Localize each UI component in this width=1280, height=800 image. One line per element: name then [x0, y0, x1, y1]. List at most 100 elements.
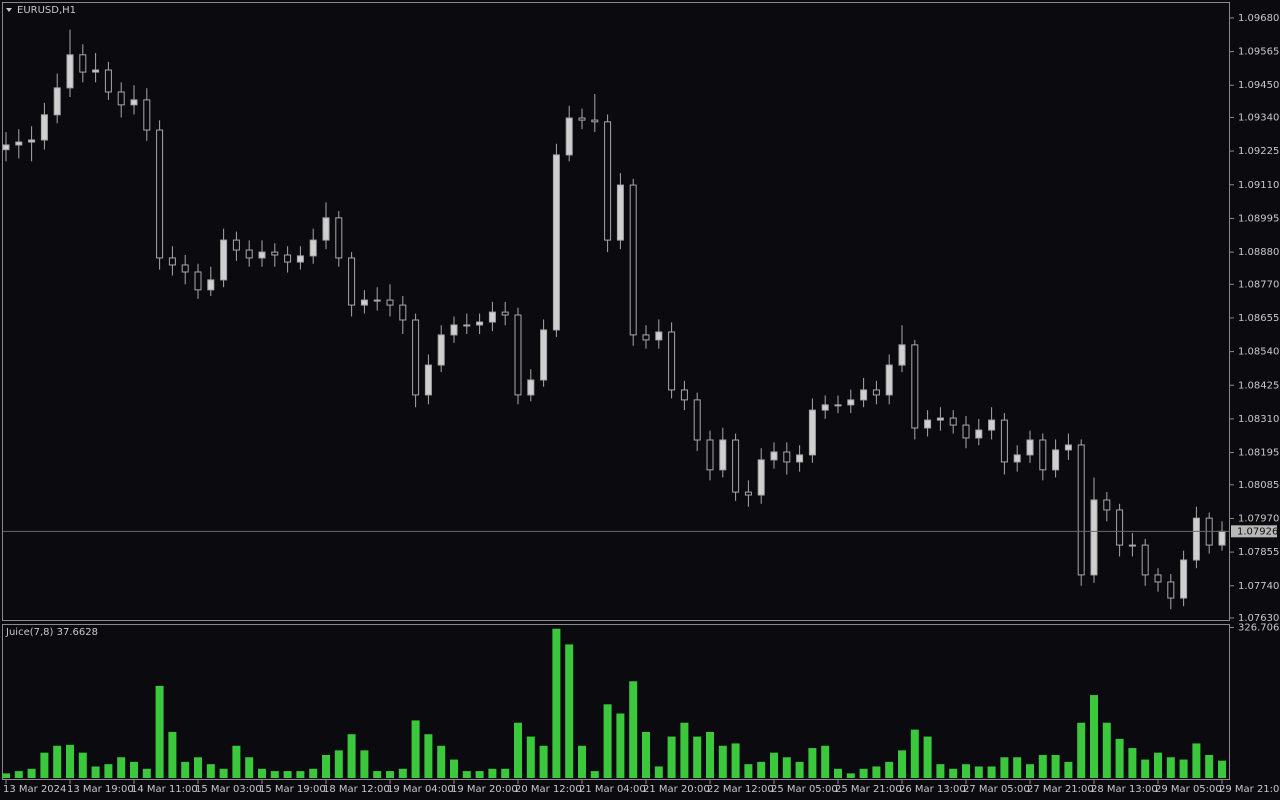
candle-body — [1064, 444, 1072, 451]
candle-body — [604, 121, 612, 241]
candle-body — [552, 154, 560, 331]
x-tick-label: 20 Mar 12:00 — [515, 784, 582, 795]
indicator-pane — [2, 624, 1230, 780]
x-tick-label: 14 Mar 11:00 — [131, 784, 198, 795]
candle-body — [1167, 581, 1175, 599]
histogram-bar — [1013, 757, 1022, 778]
histogram-bar — [462, 771, 471, 778]
histogram-bar — [654, 766, 663, 778]
histogram-bar — [1192, 743, 1201, 778]
candle-body — [104, 69, 112, 93]
candle-body — [284, 254, 292, 263]
histogram-bar — [706, 731, 714, 778]
histogram-bar — [936, 764, 945, 778]
histogram-bar — [898, 750, 906, 778]
histogram-bar — [1026, 764, 1034, 778]
candle-body — [1000, 419, 1008, 463]
histogram-bar — [488, 768, 497, 778]
symbol-menu-arrow[interactable] — [6, 8, 12, 12]
y-tick-label: 1.07970 — [1238, 513, 1279, 524]
x-tick-label: 27 Mar 05:00 — [963, 784, 1030, 795]
histogram-bar — [974, 766, 983, 778]
histogram-bar — [1090, 695, 1098, 778]
current-price-box — [1231, 525, 1277, 538]
y-tick-label: 1.09565 — [1238, 47, 1279, 58]
candle-body — [693, 399, 701, 441]
candle-body — [1077, 444, 1085, 576]
candle-body — [783, 451, 791, 463]
y-tick-label: 1.09225 — [1238, 146, 1279, 157]
x-tick-label: 19 Mar 04:00 — [387, 784, 454, 795]
candle-body — [578, 117, 586, 121]
candle-body — [66, 54, 74, 89]
candle-body — [322, 217, 330, 241]
histogram-bar — [91, 766, 100, 778]
histogram-bar — [782, 757, 791, 778]
y-tick-label: 1.08770 — [1238, 279, 1279, 290]
histogram-bar — [386, 771, 394, 778]
candle-body — [872, 389, 880, 396]
candle-body — [770, 451, 778, 461]
candle-body — [1039, 439, 1047, 471]
candle-body — [1141, 544, 1149, 576]
histogram-bar — [693, 736, 702, 778]
y-tick-label: 1.07630 — [1238, 613, 1279, 624]
histogram-bar — [130, 761, 138, 778]
indicator-title: Juice(7,8) 37.6628 — [5, 627, 98, 638]
x-tick-label: 22 Mar 12:00 — [707, 784, 774, 795]
candle-body — [527, 379, 535, 396]
histogram-bar — [859, 768, 868, 778]
candle-body — [156, 129, 164, 259]
histogram-bar — [770, 752, 778, 778]
x-tick-label: 21 Mar 20:00 — [643, 784, 710, 795]
candle-body — [28, 139, 36, 143]
candle-body — [1090, 499, 1098, 576]
histogram-bar — [360, 750, 369, 778]
x-tick-label: 27 Mar 21:00 — [1027, 784, 1094, 795]
candle-body — [296, 255, 304, 263]
histogram-bar — [872, 766, 881, 778]
histogram-bar — [2, 773, 10, 778]
candle-body — [488, 311, 496, 323]
histogram-bar — [258, 768, 266, 778]
histogram-bar — [1141, 759, 1150, 778]
candle-body — [143, 99, 151, 131]
histogram-bar — [757, 761, 766, 778]
candle-body — [744, 491, 752, 496]
candle-body — [1013, 454, 1021, 463]
histogram-bar — [232, 745, 241, 778]
histogram-bar — [181, 761, 190, 778]
candle-body — [591, 119, 599, 123]
histogram-bar — [424, 734, 433, 778]
histogram-bar — [155, 685, 164, 778]
candle-body — [1128, 544, 1136, 547]
candle-body — [271, 251, 279, 256]
candle-body — [399, 304, 407, 321]
histogram-bar — [1077, 722, 1086, 778]
candle-body — [565, 117, 573, 156]
candle-body — [348, 257, 356, 306]
candle-body — [168, 257, 176, 266]
histogram-bar — [283, 771, 292, 778]
candle-body — [655, 331, 663, 341]
y-tick-label: 1.09450 — [1238, 80, 1279, 91]
histogram-bar — [142, 768, 151, 778]
histogram-bar — [14, 771, 23, 778]
histogram-bar — [680, 722, 689, 778]
symbol-title: EURUSD,H1 — [17, 5, 76, 16]
histogram-bar — [411, 720, 420, 778]
candle-body — [988, 419, 996, 431]
histogram-bar — [206, 764, 215, 778]
candle-body — [386, 299, 394, 306]
y-tick-label: 326.7067 — [1238, 623, 1280, 634]
histogram-bar — [987, 766, 996, 778]
candle-body — [1103, 499, 1111, 511]
histogram-bar — [565, 644, 574, 778]
histogram-bar — [501, 768, 510, 778]
candle-body — [924, 419, 932, 429]
candle-body — [898, 344, 906, 366]
candle-body — [335, 217, 343, 259]
histogram-bar — [1128, 748, 1137, 778]
x-tick-label: 29 Mar 05:00 — [1155, 784, 1222, 795]
